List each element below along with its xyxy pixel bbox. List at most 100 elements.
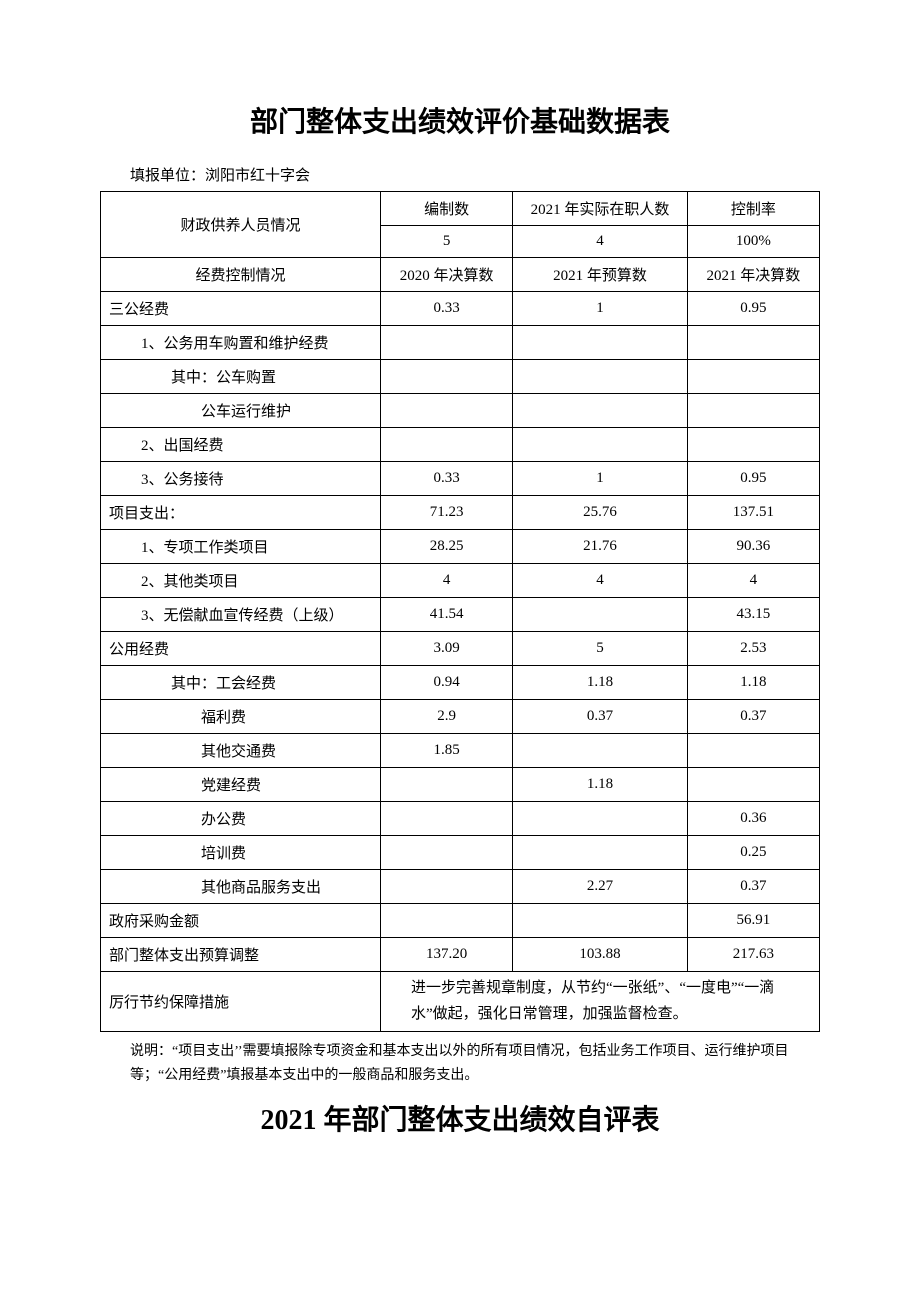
table-row: 3、无偿献血宣传经费（上级）41.54 43.15 (101, 598, 820, 632)
data-table: 财政供养人员情况编制数2021 年实际在职人数控制率54100%经费控制情况20… (100, 191, 820, 1032)
measures-label: 厉行节约保障措施 (101, 972, 381, 1032)
value-cell: 43.15 (687, 598, 819, 632)
value-cell (687, 394, 819, 428)
table-row: 2、出国经费 (101, 428, 820, 462)
value-cell: 1.18 (513, 768, 688, 802)
value-cell (381, 428, 513, 462)
value-cell: 100% (687, 226, 819, 258)
table-row: 公车运行维护 (101, 394, 820, 428)
value-cell (381, 802, 513, 836)
row-label: 2、其他类项目 (101, 564, 381, 598)
value-cell: 1 (513, 292, 688, 326)
header-cell: 2021 年预算数 (513, 258, 688, 292)
value-cell: 0.94 (381, 666, 513, 700)
value-cell: 41.54 (381, 598, 513, 632)
value-cell (513, 836, 688, 870)
table-row: 3、公务接待0.3310.95 (101, 462, 820, 496)
value-cell: 2.9 (381, 700, 513, 734)
value-cell: 0.95 (687, 292, 819, 326)
value-cell: 1 (513, 462, 688, 496)
value-cell (687, 734, 819, 768)
value-cell: 103.88 (513, 938, 688, 972)
value-cell (381, 870, 513, 904)
row-label: 其他商品服务支出 (101, 870, 381, 904)
row-label: 三公经费 (101, 292, 381, 326)
value-cell (381, 360, 513, 394)
value-cell: 21.76 (513, 530, 688, 564)
value-cell: 0.25 (687, 836, 819, 870)
header-cell: 控制率 (687, 192, 819, 226)
row-label: 政府采购金额 (101, 904, 381, 938)
value-cell: 71.23 (381, 496, 513, 530)
value-cell: 5 (513, 632, 688, 666)
value-cell (513, 802, 688, 836)
row-label: 福利费 (101, 700, 381, 734)
table-row: 政府采购金额 56.91 (101, 904, 820, 938)
page-title-2: 2021 年部门整体支出绩效自评表 (100, 1098, 820, 1138)
value-cell (513, 598, 688, 632)
value-cell: 4 (687, 564, 819, 598)
value-cell: 0.37 (687, 870, 819, 904)
value-cell (687, 326, 819, 360)
value-cell: 0.36 (687, 802, 819, 836)
value-cell: 137.20 (381, 938, 513, 972)
row-label: 部门整体支出预算调整 (101, 938, 381, 972)
table-row: 其中：工会经费0.941.181.18 (101, 666, 820, 700)
header-cell: 编制数 (381, 192, 513, 226)
value-cell: 56.91 (687, 904, 819, 938)
table-row: 三公经费0.3310.95 (101, 292, 820, 326)
value-cell: 1.18 (687, 666, 819, 700)
value-cell (513, 394, 688, 428)
value-cell (687, 360, 819, 394)
value-cell: 0.37 (687, 700, 819, 734)
value-cell: 0.95 (687, 462, 819, 496)
row-label: 项目支出： (101, 496, 381, 530)
row-label: 2、出国经费 (101, 428, 381, 462)
value-cell (687, 768, 819, 802)
table-row: 项目支出：71.2325.76137.51 (101, 496, 820, 530)
table-row: 党建经费1.18 (101, 768, 820, 802)
value-cell: 2.53 (687, 632, 819, 666)
row-label: 1、专项工作类项目 (101, 530, 381, 564)
header-cell: 2020 年决算数 (381, 258, 513, 292)
value-cell (381, 326, 513, 360)
measures-text: 进一步完善规章制度，从节约“一张纸”、“一度电”“一滴水”做起，强化日常管理，加… (381, 972, 820, 1032)
table-row: 其中：公车购置 (101, 360, 820, 394)
row-label: 1、公务用车购置和维护经费 (101, 326, 381, 360)
value-cell: 25.76 (513, 496, 688, 530)
value-cell (513, 326, 688, 360)
table-row: 其他商品服务支出 2.270.37 (101, 870, 820, 904)
value-cell: 137.51 (687, 496, 819, 530)
value-cell: 90.36 (687, 530, 819, 564)
table-row: 培训费0.25 (101, 836, 820, 870)
value-cell (687, 428, 819, 462)
row-label: 其中：公车购置 (101, 360, 381, 394)
row-label: 公车运行维护 (101, 394, 381, 428)
value-cell: 28.25 (381, 530, 513, 564)
table-row: 公用经费3.0952.53 (101, 632, 820, 666)
value-cell: 217.63 (687, 938, 819, 972)
value-cell (381, 904, 513, 938)
value-cell: 0.33 (381, 292, 513, 326)
value-cell (381, 836, 513, 870)
row-label: 公用经费 (101, 632, 381, 666)
value-cell (513, 904, 688, 938)
table-row: 福利费2.90.370.37 (101, 700, 820, 734)
table-row: 1、公务用车购置和维护经费 (101, 326, 820, 360)
value-cell: 1.85 (381, 734, 513, 768)
row-label: 其中：工会经费 (101, 666, 381, 700)
fund-control-label: 经费控制情况 (101, 258, 381, 292)
row-label: 3、无偿献血宣传经费（上级） (101, 598, 381, 632)
value-cell: 2.27 (513, 870, 688, 904)
value-cell: 0.33 (381, 462, 513, 496)
value-cell (513, 734, 688, 768)
table-row: 部门整体支出预算调整137.20103.88217.63 (101, 938, 820, 972)
value-cell (381, 394, 513, 428)
header-cell: 2021 年实际在职人数 (513, 192, 688, 226)
header-cell: 2021 年决算数 (687, 258, 819, 292)
table-row: 1、专项工作类项目28.2521.7690.36 (101, 530, 820, 564)
personnel-label: 财政供养人员情况 (101, 192, 381, 258)
footnote: 说明：“项目支出’’需要填报除专项资金和基本支出以外的所有项目情况，包括业务工作… (100, 1040, 820, 1088)
value-cell (513, 428, 688, 462)
row-label: 办公费 (101, 802, 381, 836)
